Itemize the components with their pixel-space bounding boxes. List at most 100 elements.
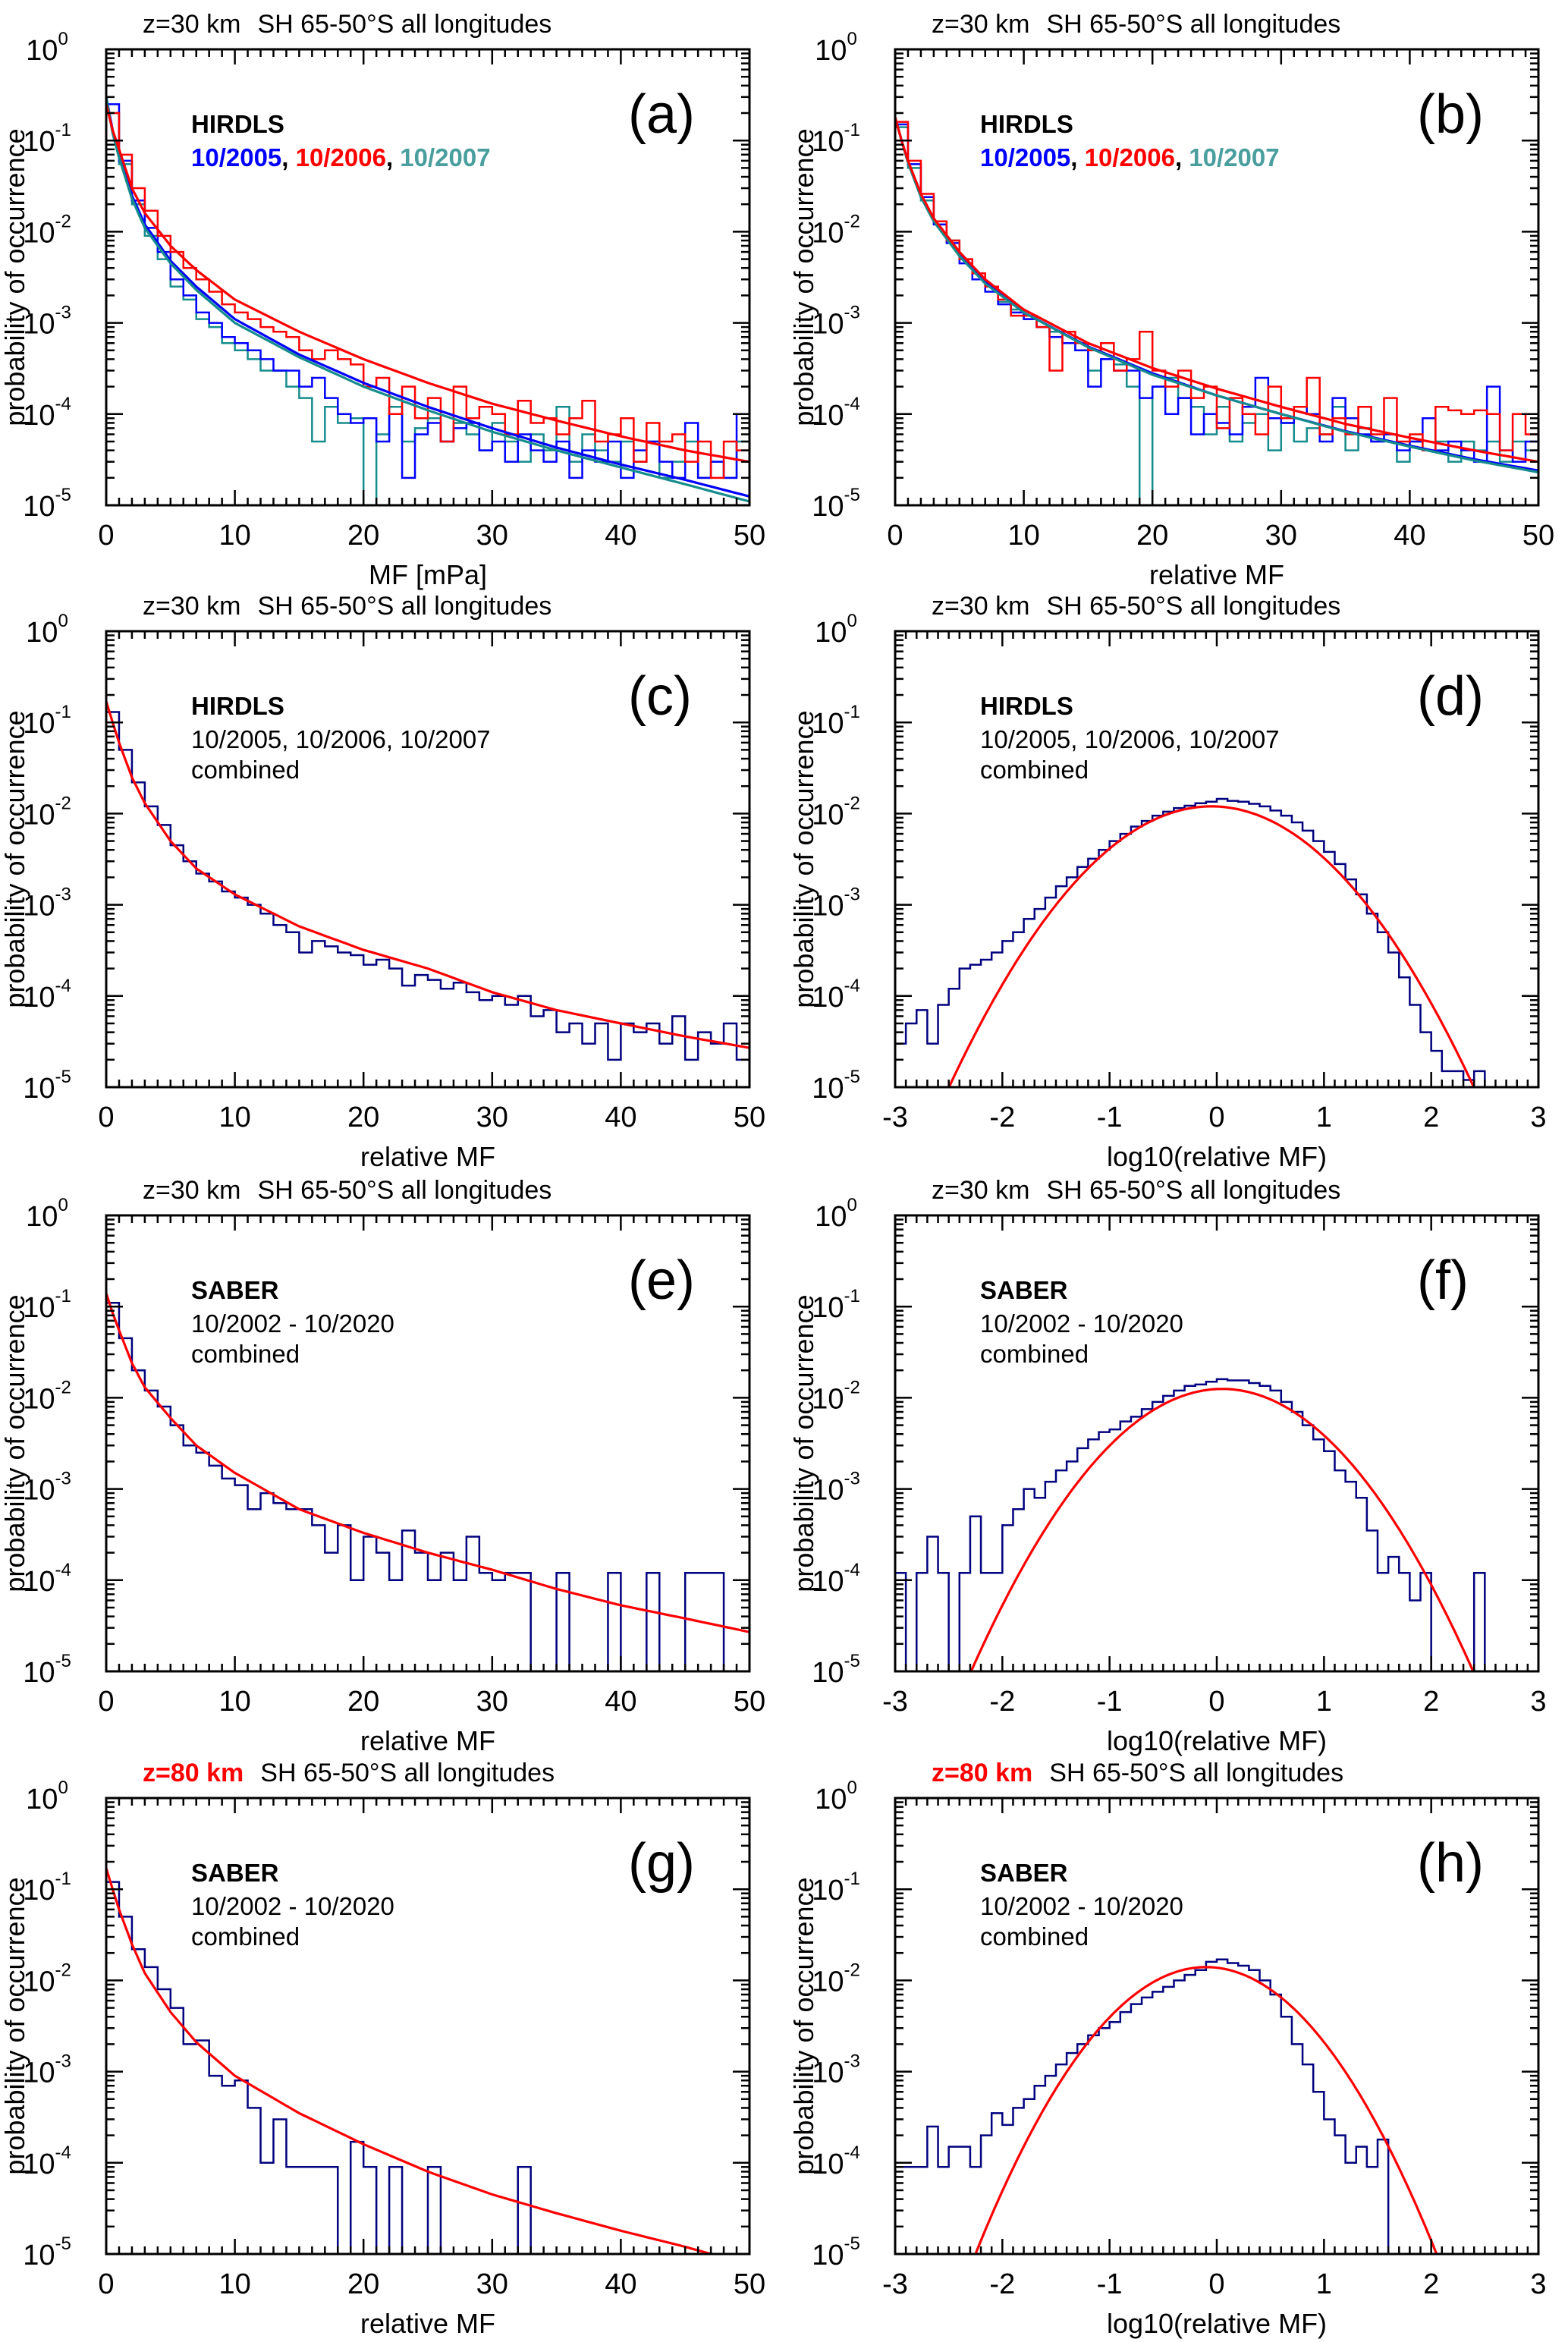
histogram-10-2005-histogram <box>895 123 1538 505</box>
histogram-10-2006-histogram <box>106 112 749 505</box>
x-tick-label: 20 <box>347 1102 379 1133</box>
title-altitude: z=30 km <box>143 1176 240 1205</box>
y-tick-label: 10-5 <box>23 1067 71 1105</box>
title-altitude: z=30 km <box>143 10 240 39</box>
x-tick-label: 10 <box>218 1686 250 1718</box>
panel-label: (b) <box>1417 84 1484 145</box>
panel-label: (f) <box>1417 1250 1469 1311</box>
panel-f: z=30 km SH 65-50°S all longitudes-3 -2 -1 0 1… <box>788 1176 1547 1756</box>
panel-label: (h) <box>1417 1833 1484 1894</box>
y-tick-exponent: -2 <box>844 1960 859 1980</box>
x-tick-label: 3 <box>1530 1686 1546 1718</box>
panel-title: z=30 km SH 65-50°S all longitudes <box>143 1176 551 1205</box>
y-tick-exponent: -2 <box>844 211 859 231</box>
instrument-label: SABER <box>191 1859 279 1887</box>
panel-title: z=30 km SH 65-50°S all longitudes <box>932 10 1340 39</box>
plot-area <box>106 96 749 505</box>
y-tick-label: 10-2 <box>812 793 860 831</box>
y-tick-label: 10-5 <box>812 2234 860 2271</box>
x-tick-label: 3 <box>1530 2268 1546 2300</box>
x-tick-label: 20 <box>1136 520 1168 552</box>
legend-separator: , <box>1070 143 1084 171</box>
plot-area <box>106 1293 749 1671</box>
title-region: SH 65-50°S all longitudes <box>257 592 551 621</box>
fit-curve-10-2006-fit <box>106 103 749 464</box>
y-tick-label: 100 <box>26 611 68 649</box>
y-tick-exponent: -1 <box>55 702 71 722</box>
plot-area <box>895 797 1538 1087</box>
panel-e: z=30 km SH 65-50°S all longitudes 0 10 20 30 4… <box>0 1176 765 1756</box>
y-tick-exponent: 0 <box>58 29 68 49</box>
y-tick-exponent: -3 <box>844 2051 859 2072</box>
y-tick-exponent: -4 <box>55 394 71 414</box>
y-tick-label: 10-2 <box>812 1960 860 1998</box>
y-tick-exponent: -3 <box>55 2051 71 2072</box>
annotation-line: 10/2002 - 10/2020 <box>191 1892 394 1920</box>
fit-curve-fit <box>106 701 749 1049</box>
plot-area <box>106 1868 749 2254</box>
instrument-label: HIRDLS <box>980 692 1073 720</box>
y-tick-exponent: -5 <box>844 485 859 505</box>
histogram-combined-histogram <box>895 1958 1538 2254</box>
title-region: SH 65-50°S all longitudes <box>1046 592 1340 621</box>
title-altitude: z=30 km <box>143 592 240 621</box>
x-tick-label: 40 <box>605 1102 636 1133</box>
panel-title: z=80 km SH 65-50°S all longitudes <box>143 1759 555 1787</box>
x-tick-label: 30 <box>476 1102 508 1133</box>
legend-entry-10-2005: 10/2005 <box>980 143 1070 171</box>
y-tick-exponent: -2 <box>55 1960 71 1980</box>
y-tick-exponent: 0 <box>847 611 856 631</box>
y-tick-exponent: 0 <box>847 1778 856 1798</box>
x-tick-label: -3 <box>882 1686 908 1718</box>
y-axis-title: probability of occurrence <box>0 1877 30 2174</box>
panel-label: (d) <box>1417 666 1484 727</box>
y-tick-exponent: -3 <box>55 885 71 905</box>
instrument-label: SABER <box>980 1276 1068 1304</box>
panel-title: z=30 km SH 65-50°S all longitudes <box>932 1176 1340 1205</box>
x-tick-label: 10 <box>1007 520 1039 552</box>
x-tick-label: 50 <box>734 1102 765 1133</box>
plot-area <box>106 701 749 1087</box>
y-tick-exponent: -5 <box>844 1067 859 1087</box>
y-axis-title: probability of occurrence <box>788 1294 819 1592</box>
y-tick-label: 100 <box>26 1195 68 1233</box>
x-tick-label: 2 <box>1423 1102 1439 1133</box>
x-tick-label: 0 <box>98 1686 114 1718</box>
y-tick-label: 10-1 <box>23 1286 71 1324</box>
y-tick-label: 10-5 <box>812 485 860 523</box>
title-region: SH 65-50°S all longitudes <box>1046 10 1340 39</box>
legend-separator: , <box>281 143 295 171</box>
plot-area <box>895 1378 1538 1671</box>
legend-entry-10-2006: 10/2006 <box>296 143 386 171</box>
x-axis-title: log10(relative MF) <box>1107 1141 1327 1172</box>
plot-area <box>895 1958 1538 2254</box>
annotation-line: 10/2005, 10/2006, 10/2007 <box>980 725 1280 753</box>
x-tick-label: 30 <box>476 2268 508 2300</box>
y-tick-label: 100 <box>26 1778 68 1815</box>
panel-title: z=30 km SH 65-50°S all longitudes <box>143 10 551 39</box>
legend-years: 10/2005, 10/2006, 10/2007 <box>191 143 491 171</box>
x-tick-label: 0 <box>98 520 114 552</box>
y-tick-exponent: -5 <box>55 485 71 505</box>
x-axis-title: relative MF <box>360 1141 495 1172</box>
title-region: SH 65-50°S all longitudes <box>257 1176 551 1205</box>
y-tick-exponent: 0 <box>58 1778 68 1798</box>
plot-area <box>895 117 1538 505</box>
x-tick-label: -2 <box>989 1102 1015 1133</box>
y-tick-exponent: -1 <box>55 1286 71 1306</box>
x-tick-label: 50 <box>734 520 765 552</box>
legend-separator: , <box>386 143 400 171</box>
panel-label: (c) <box>628 666 692 727</box>
x-tick-label: -1 <box>1097 1102 1123 1133</box>
y-tick-exponent: -4 <box>844 2142 859 2163</box>
panel-label: (g) <box>628 1833 695 1894</box>
legend-entry-10-2006: 10/2006 <box>1085 143 1175 171</box>
instrument-label: HIRDLS <box>191 110 284 138</box>
x-axis-title: relative MF <box>360 2308 495 2339</box>
panel-label: (a) <box>628 84 695 145</box>
x-tick-label: -1 <box>1097 1686 1123 1718</box>
x-tick-label: -3 <box>882 1102 908 1133</box>
legend-years: 10/2005, 10/2006, 10/2007 <box>980 143 1280 171</box>
x-tick-label: 40 <box>605 520 636 552</box>
